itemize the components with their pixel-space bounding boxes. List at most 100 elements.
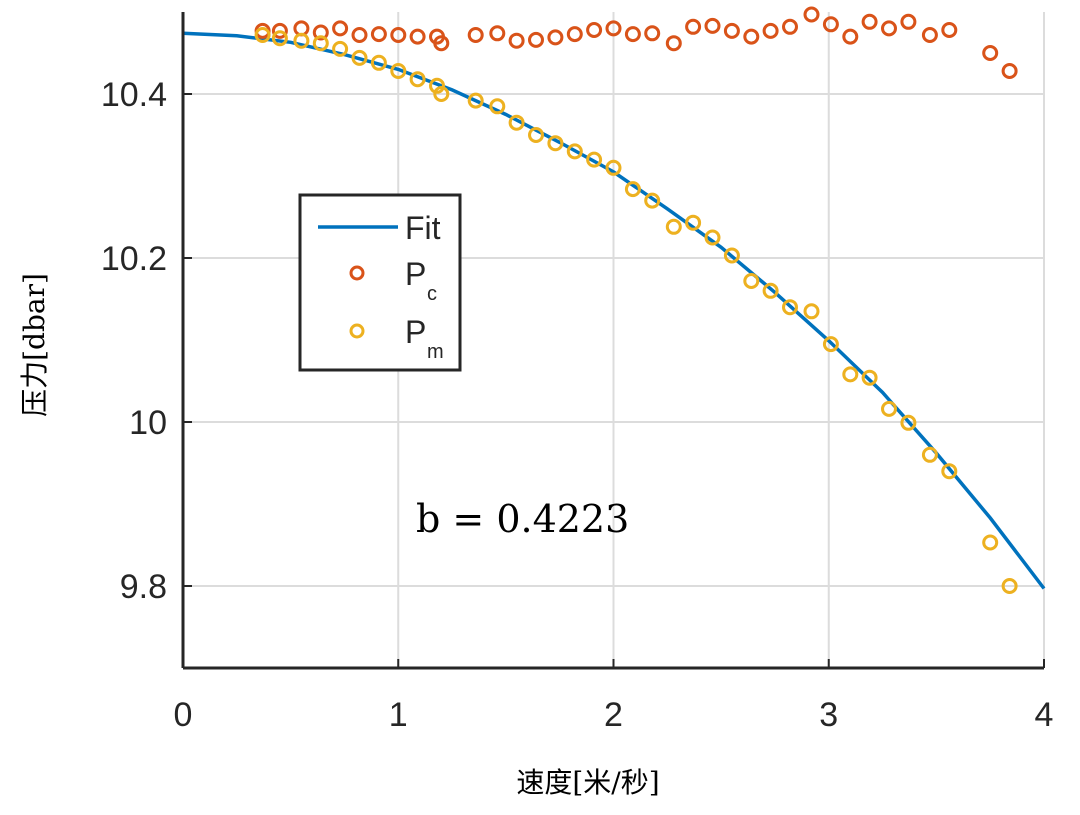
point-pm: [624, 181, 641, 198]
point-pm: [900, 414, 917, 431]
point-pm: [370, 54, 387, 71]
legend-pc-label: P: [405, 256, 426, 292]
x-tick-label: 0: [174, 696, 193, 734]
point-pm: [312, 35, 329, 52]
point-pm: [547, 135, 564, 152]
point-pc: [861, 13, 878, 30]
legend-pm-label: P: [405, 314, 426, 350]
point-pm: [605, 159, 622, 176]
point-pm: [467, 92, 484, 109]
annotation-b-value: b = 0.4223: [416, 497, 629, 541]
point-pc: [665, 35, 682, 52]
point-pm: [586, 151, 603, 168]
legend-pc-marker: [349, 265, 365, 281]
point-pm: [982, 534, 999, 551]
point-pc: [685, 18, 702, 35]
point-pc: [881, 20, 897, 37]
point-pc: [624, 26, 641, 43]
point-pm: [429, 77, 445, 94]
point-pm: [881, 400, 897, 417]
y-axis-label: 压力[dbar]: [18, 273, 51, 417]
point-pc: [370, 26, 387, 43]
point-pm: [409, 71, 426, 88]
point-pm: [644, 192, 661, 209]
point-pm: [293, 32, 310, 49]
point-pm: [271, 30, 288, 47]
legend-fit-label: Fit: [405, 210, 441, 246]
point-pc: [528, 31, 544, 48]
point-pm: [254, 27, 271, 43]
point-pc: [271, 22, 288, 39]
fit-series-layer: [182, 31, 1046, 590]
point-pc: [762, 22, 779, 39]
legend-pm-subscript: m: [427, 341, 444, 363]
y-tick-label: 9.8: [120, 568, 167, 606]
point-pc: [508, 32, 525, 49]
tick-labels: 0 1 2 3 4 9.8 10 10.2 10.4: [101, 76, 1054, 734]
point-pm: [508, 114, 525, 131]
point-pc: [900, 13, 917, 30]
x-tick-label: 3: [819, 696, 838, 734]
grid-lines: [182, 12, 1045, 668]
y-tick-label: 10: [129, 404, 167, 442]
point-pc: [803, 6, 820, 23]
point-pc: [921, 27, 938, 43]
x-tick-label: 1: [389, 696, 408, 734]
legend-pc-subscript: c: [427, 283, 437, 305]
point-pc: [782, 18, 798, 35]
point-pc: [982, 45, 999, 61]
legend-box: [298, 193, 462, 372]
point-pm: [665, 218, 682, 235]
point-pc: [644, 25, 661, 42]
point-pm: [351, 49, 368, 66]
point-pc: [351, 27, 368, 43]
point-pc: [704, 17, 721, 34]
y-tick-label: 10.4: [101, 76, 167, 114]
point-pm: [723, 247, 740, 264]
point-pm: [921, 446, 938, 463]
y-tick-label: 10.2: [101, 240, 167, 278]
point-pm: [390, 63, 407, 79]
point-pm: [489, 98, 506, 115]
point-pc: [312, 24, 329, 41]
legend-pm-marker: [349, 323, 365, 339]
point-pc: [489, 25, 506, 42]
point-pc: [467, 27, 484, 43]
point-pc: [941, 22, 958, 38]
point-pc: [1001, 63, 1018, 79]
point-pm: [861, 369, 878, 386]
point-pm: [782, 299, 798, 316]
axes: [181, 12, 1045, 670]
point-pm: [332, 40, 349, 57]
fit-line: [182, 31, 1046, 590]
point-pm: [803, 303, 820, 320]
x-tick-label: 4: [1035, 696, 1054, 734]
point-pc: [586, 22, 603, 38]
point-pm: [941, 463, 958, 480]
scatter-points-layer: [254, 6, 1018, 594]
point-pm: [743, 273, 760, 289]
point-pm: [1001, 578, 1018, 594]
point-pc: [605, 20, 622, 37]
point-pc: [547, 29, 564, 46]
x-tick-label: 2: [604, 696, 623, 734]
point-pm: [822, 336, 839, 353]
point-pc: [390, 27, 407, 43]
point-pm: [762, 282, 779, 299]
point-pc: [723, 22, 740, 39]
point-pm: [685, 214, 702, 231]
point-pm: [528, 127, 544, 143]
point-pc: [822, 16, 839, 33]
point-pc: [433, 35, 450, 52]
x-axis-label: 速度[米/秒]: [516, 766, 659, 799]
legend: Fit P c P m: [298, 193, 462, 372]
point-pc: [842, 28, 859, 45]
point-pc: [332, 20, 349, 37]
point-pm: [433, 86, 450, 102]
point-pc: [743, 28, 760, 45]
point-pm: [566, 143, 583, 160]
point-pc: [566, 26, 583, 43]
point-pc: [409, 28, 426, 45]
point-pm: [842, 366, 859, 383]
